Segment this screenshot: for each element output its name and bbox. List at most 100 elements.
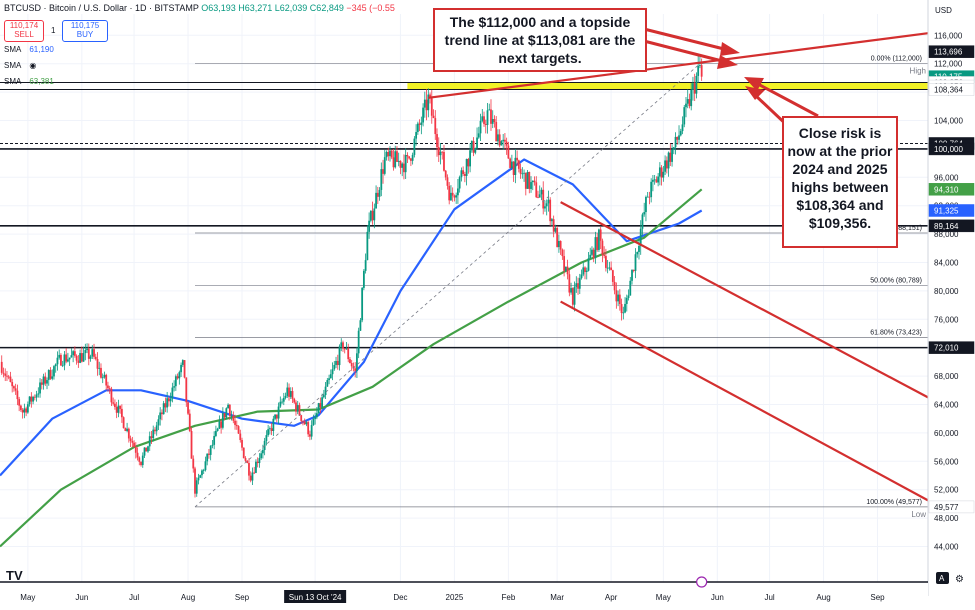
candle-body (611, 270, 614, 282)
candle-body (60, 354, 62, 366)
candle-body (415, 131, 418, 139)
candle-body (350, 363, 353, 367)
candle-body (523, 172, 525, 174)
candle-body (58, 354, 61, 358)
candle-body (530, 182, 532, 189)
candle-body (110, 388, 113, 403)
candle-body (390, 150, 393, 158)
symbol-title: BTCUSD · Bitcoin / U.S. Dollar · 1D · BI… (4, 3, 199, 13)
candle-body (307, 422, 310, 435)
candle-body (497, 134, 499, 142)
candle-body (648, 196, 651, 198)
candle-body (634, 254, 637, 271)
candle-body (73, 351, 76, 356)
candle-body (138, 457, 141, 462)
trendline-topside-trend-line (428, 32, 929, 99)
candle-body (443, 151, 445, 171)
candle-body (618, 294, 621, 305)
trendlines[interactable] (194, 32, 929, 508)
candle-body (258, 458, 261, 464)
candle-body (91, 349, 94, 357)
indicator-sma-1[interactable]: SMA 61,190 (4, 45, 54, 54)
x-tick-label: Aug (181, 593, 195, 602)
x-tick-label: Feb (501, 593, 515, 602)
candle-body (690, 89, 693, 107)
y-tick-label: 88,000 (934, 230, 959, 239)
candle-body (63, 354, 66, 366)
candle-body (615, 290, 618, 302)
candle-body (627, 295, 630, 298)
arrow-shaft (755, 81, 819, 118)
candle-body (389, 150, 391, 157)
candle-body (383, 157, 386, 174)
indicator-name: SMA (4, 45, 22, 54)
candle-body (181, 360, 184, 365)
candle-body (450, 192, 452, 201)
candle-body (275, 414, 278, 419)
candle-body (455, 195, 458, 198)
sell-button[interactable]: 110,174 SELL (4, 20, 44, 42)
candle-body (695, 75, 698, 94)
candle-body (507, 145, 510, 159)
candle-body (545, 203, 548, 207)
candle-body (221, 413, 224, 428)
candle-body (528, 171, 531, 189)
candle-body (148, 436, 151, 447)
eye-icon[interactable]: ◉ (29, 61, 37, 70)
candle-body (282, 397, 285, 402)
candle-body (336, 360, 339, 366)
x-tick-label: Apr (605, 593, 618, 602)
candle-body (613, 281, 616, 291)
candle-body (176, 376, 179, 379)
candle-body (319, 403, 322, 408)
candle-body (491, 119, 494, 124)
candle-body (68, 357, 71, 360)
candle-body (302, 420, 304, 422)
candle-body (662, 171, 665, 178)
arrow-head (717, 55, 738, 69)
candle-body (303, 421, 306, 425)
x-tick-label: May (656, 593, 671, 602)
candle-body (56, 357, 59, 365)
candle-body (451, 192, 454, 196)
candle-body (699, 65, 701, 66)
price-tag-bg (928, 83, 975, 96)
candle-body (394, 151, 397, 168)
candle-body (94, 356, 97, 360)
candle-body (474, 147, 477, 153)
candle-body (584, 267, 586, 272)
candle-body (629, 280, 632, 296)
candle-body (235, 424, 238, 427)
candle-body (246, 460, 249, 463)
auto-scale-button[interactable] (936, 572, 949, 584)
candle-body (683, 107, 686, 125)
candle-body (681, 124, 684, 132)
annotation-close-risk[interactable]: Close risk is now at the prior 2024 and … (782, 116, 898, 248)
buy-button[interactable]: 110,175 BUY (62, 20, 108, 42)
candle-body (399, 160, 402, 168)
gear-icon[interactable]: ⚙ (955, 574, 964, 585)
candle-body (362, 270, 365, 288)
candle-body (268, 428, 271, 430)
candle-body (117, 405, 120, 413)
time-axis[interactable]: May Jun Jul Aug Sep Sun 13 Oct '24 Dec 2025 Feb M… (0, 568, 928, 610)
candle-body (331, 369, 334, 375)
candle-body (284, 395, 287, 398)
candle-body (194, 468, 196, 494)
candle-body (678, 135, 680, 140)
candle-body (423, 99, 426, 108)
candle-body (112, 402, 115, 404)
candle-body (298, 405, 301, 416)
crosshair-date-bg (284, 590, 347, 603)
annotation-targets[interactable]: The $112,000 and a topside trend line at… (433, 8, 647, 72)
y-tick-label: 80,000 (934, 287, 959, 296)
candle-body (625, 297, 628, 304)
candle-body (241, 440, 243, 448)
indicator-sma-3[interactable]: SMA 63,381 (4, 77, 54, 86)
indicator-sma-2[interactable]: SMA ◉ (4, 61, 36, 70)
price-axis[interactable]: USD116,000112,000108,000104,000100,00096… (927, 0, 975, 610)
candle-body (296, 405, 299, 412)
quantity[interactable]: 1 (51, 26, 56, 35)
candle-body (262, 450, 264, 454)
